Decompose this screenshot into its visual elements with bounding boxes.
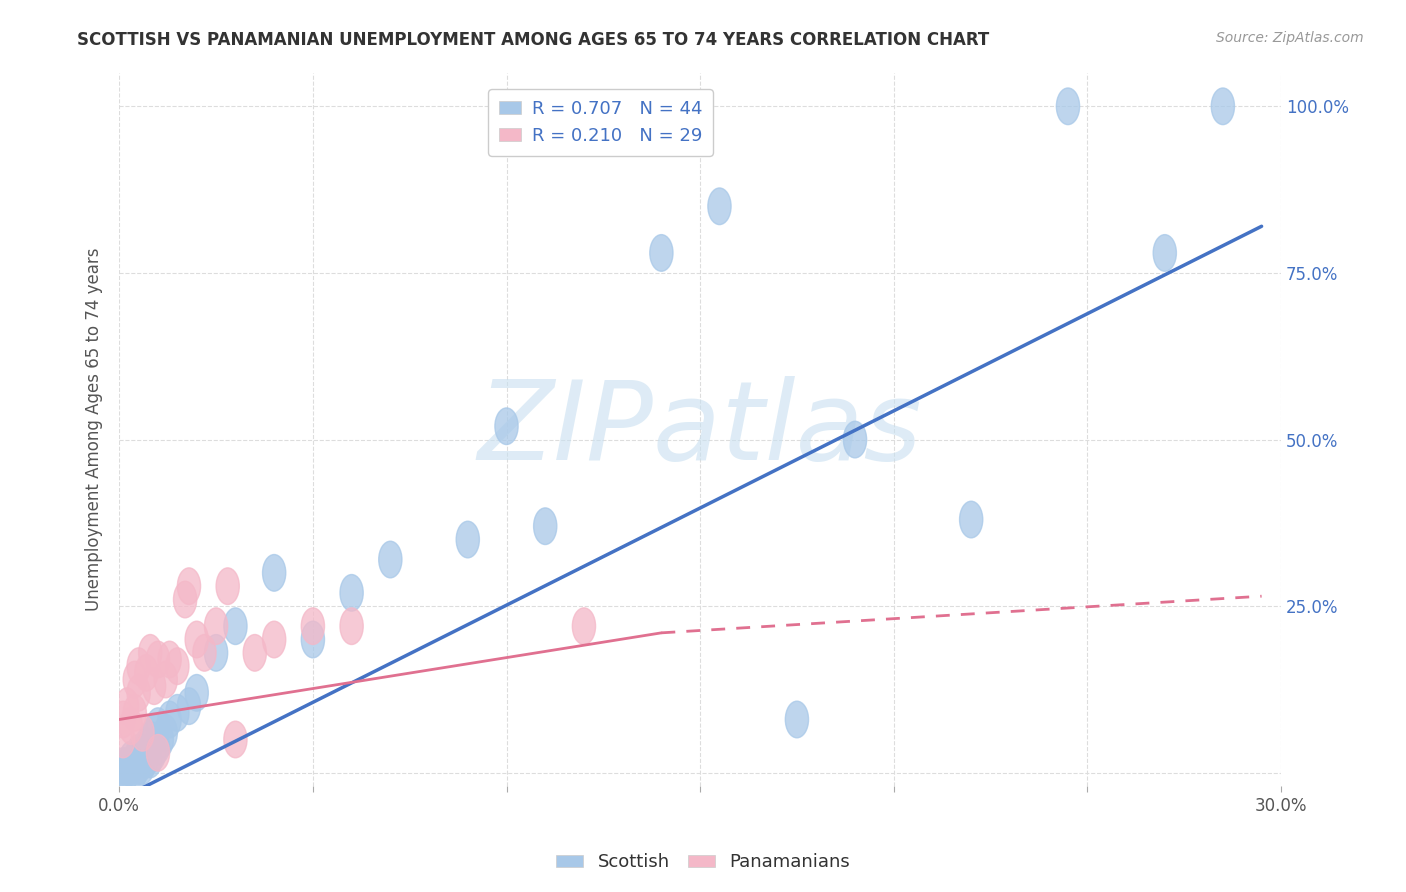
Ellipse shape <box>263 621 285 657</box>
Ellipse shape <box>1211 88 1234 125</box>
Text: SCOTTISH VS PANAMANIAN UNEMPLOYMENT AMONG AGES 65 TO 74 YEARS CORRELATION CHART: SCOTTISH VS PANAMANIAN UNEMPLOYMENT AMON… <box>77 31 990 49</box>
Ellipse shape <box>111 755 135 791</box>
Ellipse shape <box>131 714 155 751</box>
Ellipse shape <box>127 674 150 711</box>
Ellipse shape <box>204 634 228 671</box>
Ellipse shape <box>224 721 247 758</box>
Ellipse shape <box>155 714 177 751</box>
Ellipse shape <box>124 741 146 778</box>
Ellipse shape <box>301 621 325 657</box>
Ellipse shape <box>263 555 285 591</box>
Ellipse shape <box>959 501 983 538</box>
Ellipse shape <box>177 568 201 605</box>
Ellipse shape <box>120 708 142 745</box>
Ellipse shape <box>1153 235 1177 271</box>
Legend: R = 0.707   N = 44, R = 0.210   N = 29: R = 0.707 N = 44, R = 0.210 N = 29 <box>488 89 713 156</box>
Ellipse shape <box>243 634 266 671</box>
Ellipse shape <box>120 747 142 784</box>
Text: ZIPatlas: ZIPatlas <box>478 376 922 483</box>
Ellipse shape <box>135 655 157 691</box>
Ellipse shape <box>150 721 173 758</box>
Ellipse shape <box>224 607 247 645</box>
Ellipse shape <box>135 741 157 778</box>
Ellipse shape <box>142 734 166 772</box>
Ellipse shape <box>139 721 162 758</box>
Ellipse shape <box>193 634 217 671</box>
Ellipse shape <box>340 607 363 645</box>
Legend: Scottish, Panamanians: Scottish, Panamanians <box>548 847 858 879</box>
Ellipse shape <box>115 688 139 724</box>
Ellipse shape <box>120 741 142 778</box>
Ellipse shape <box>1056 88 1080 125</box>
Ellipse shape <box>127 747 150 784</box>
Ellipse shape <box>111 701 135 738</box>
Ellipse shape <box>135 728 157 764</box>
Ellipse shape <box>146 708 170 745</box>
Ellipse shape <box>177 688 201 724</box>
Ellipse shape <box>142 714 166 751</box>
Ellipse shape <box>301 607 325 645</box>
Ellipse shape <box>155 661 177 698</box>
Ellipse shape <box>146 641 170 678</box>
Ellipse shape <box>650 235 673 271</box>
Ellipse shape <box>217 568 239 605</box>
Ellipse shape <box>173 582 197 618</box>
Ellipse shape <box>124 695 146 731</box>
Y-axis label: Unemployment Among Ages 65 to 74 years: Unemployment Among Ages 65 to 74 years <box>86 248 103 611</box>
Ellipse shape <box>157 641 181 678</box>
Ellipse shape <box>127 734 150 772</box>
Ellipse shape <box>157 701 181 738</box>
Ellipse shape <box>139 741 162 778</box>
Ellipse shape <box>456 521 479 558</box>
Ellipse shape <box>534 508 557 544</box>
Ellipse shape <box>186 621 208 657</box>
Ellipse shape <box>111 721 135 758</box>
Ellipse shape <box>111 747 135 784</box>
Ellipse shape <box>124 755 146 791</box>
Ellipse shape <box>139 634 162 671</box>
Ellipse shape <box>142 668 166 705</box>
Ellipse shape <box>786 701 808 738</box>
Ellipse shape <box>166 648 188 684</box>
Ellipse shape <box>707 188 731 225</box>
Text: Source: ZipAtlas.com: Source: ZipAtlas.com <box>1216 31 1364 45</box>
Ellipse shape <box>124 661 146 698</box>
Ellipse shape <box>204 607 228 645</box>
Ellipse shape <box>115 747 139 784</box>
Ellipse shape <box>115 755 139 791</box>
Ellipse shape <box>146 734 170 772</box>
Ellipse shape <box>131 747 155 784</box>
Ellipse shape <box>127 741 150 778</box>
Ellipse shape <box>340 574 363 611</box>
Ellipse shape <box>572 607 596 645</box>
Ellipse shape <box>844 421 866 458</box>
Ellipse shape <box>127 648 150 684</box>
Ellipse shape <box>495 408 519 444</box>
Ellipse shape <box>146 728 170 764</box>
Ellipse shape <box>166 695 188 731</box>
Ellipse shape <box>378 541 402 578</box>
Ellipse shape <box>131 734 155 772</box>
Ellipse shape <box>186 674 208 711</box>
